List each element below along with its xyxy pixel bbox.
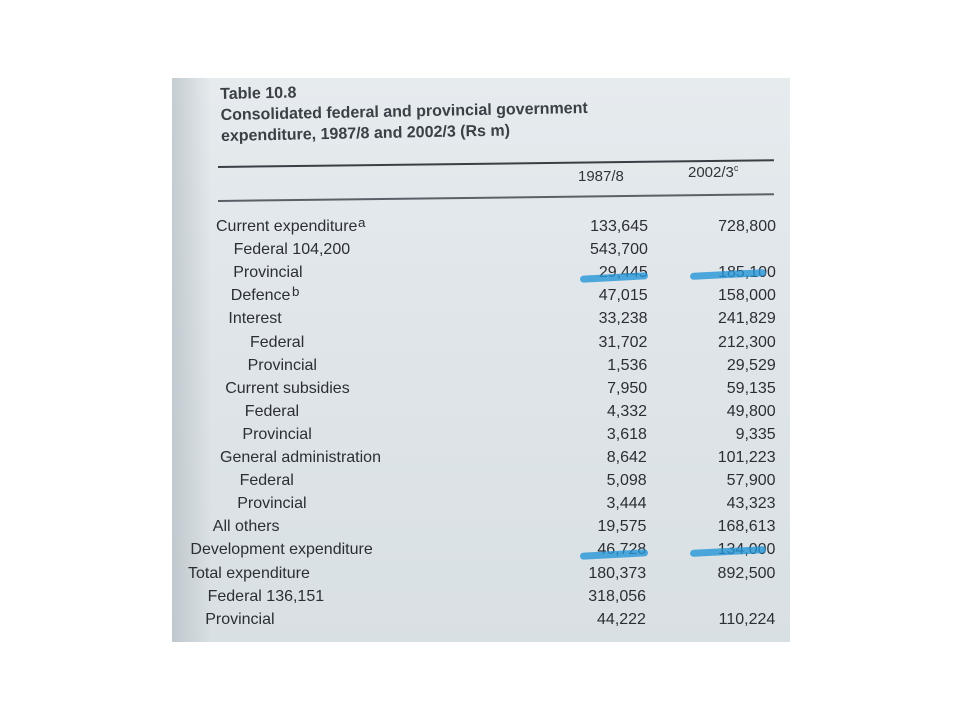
header-rule xyxy=(217,193,774,202)
table-row: Federal 104,200 543,700 xyxy=(172,238,790,261)
row-label: Federal 104,200 xyxy=(233,241,351,259)
value-1987: 8,642 xyxy=(606,449,647,466)
table-row: All others 19,575 168,613 xyxy=(172,515,790,538)
row-label: Current subsidies xyxy=(225,379,350,397)
table-row: Total expenditure 180,373 892,500 xyxy=(172,562,790,585)
row-label: Provincial xyxy=(233,264,303,282)
value-1987: 180,373 xyxy=(588,564,647,582)
value-1987: 133,645 xyxy=(590,218,648,235)
value-2002: 43,323 xyxy=(726,495,776,513)
value-2002: 9,335 xyxy=(735,425,776,443)
value-1987: 3,444 xyxy=(606,495,647,513)
value-2002: 728,800 xyxy=(718,218,776,235)
value-2002: 158,000 xyxy=(718,287,776,305)
row-label: Federal xyxy=(239,472,294,490)
value-2002: 49,800 xyxy=(726,402,776,420)
table-row: Federal 136,151 318,056 xyxy=(172,585,790,608)
table-row: Federal 5,098 57,900 xyxy=(172,469,790,492)
table-row: General administration 8,642 101,223 xyxy=(172,446,790,469)
value-1987: 543,700 xyxy=(590,241,648,259)
value-2002: 212,300 xyxy=(717,333,776,351)
table-row: Provincial 3,618 9,335 xyxy=(172,423,790,446)
row-label: Federal xyxy=(250,333,305,351)
row-label: General administration xyxy=(220,449,381,466)
row-label: Current expenditure xyxy=(216,218,358,235)
table-row: Interest 33,238 241,829 xyxy=(172,307,790,330)
value-1987: 4,332 xyxy=(606,402,648,420)
row-label: Development expenditure xyxy=(190,541,373,559)
row-label: All others xyxy=(212,518,280,536)
value-2002: 29,529 xyxy=(726,356,776,374)
column-header-1987: 1987/8 xyxy=(578,168,624,185)
row-label: Federal xyxy=(244,402,300,420)
value-2002: 57,900 xyxy=(726,472,776,490)
table-row: Provincial 44,222 110,224 xyxy=(172,608,790,631)
table-row: Provincial 1,536 29,529 xyxy=(172,354,790,377)
value-1987: 44,222 xyxy=(597,610,646,628)
page-shadow xyxy=(172,78,212,642)
value-2002: 168,613 xyxy=(717,518,776,536)
row-label: Provincial xyxy=(247,356,317,374)
row-footnote-marker: b xyxy=(292,284,300,300)
row-label: Interest xyxy=(228,310,282,328)
value-1987: 3,618 xyxy=(606,425,647,443)
value-1987: 47,015 xyxy=(598,287,648,305)
value-1987: 5,098 xyxy=(606,472,647,490)
column-header-2002: 2002/3c xyxy=(688,163,739,181)
table-row: Federal 31,702 212,300 xyxy=(172,331,790,354)
row-footnote-marker: a xyxy=(358,215,366,230)
value-1987: 318,056 xyxy=(588,587,647,605)
value-2002: 110,224 xyxy=(718,610,776,628)
table-row: Current expenditure a 133,645 728,800 xyxy=(172,215,790,238)
row-label: Total expenditure xyxy=(188,564,310,582)
row-label: Federal 136,151 xyxy=(207,587,325,605)
value-2002: 101,223 xyxy=(717,449,776,466)
row-label: Defence xyxy=(230,287,291,305)
table-row: Provincial 3,444 43,323 xyxy=(172,492,790,515)
table-row: Current subsidies 7,950 59,135 xyxy=(172,377,790,400)
value-1987: 7,950 xyxy=(607,379,648,397)
value-2002: 892,500 xyxy=(717,564,776,582)
table-caption: Table 10.8 Consolidated federal and prov… xyxy=(220,78,588,147)
row-label: Provincial xyxy=(205,610,275,628)
value-1987: 31,702 xyxy=(598,333,648,351)
table-row: Defence b 47,015 158,000 xyxy=(172,284,790,307)
value-1987: 1,536 xyxy=(607,356,648,374)
table-photo: Table 10.8 Consolidated federal and prov… xyxy=(172,78,790,642)
value-1987: 33,238 xyxy=(598,310,648,328)
row-label: Provincial xyxy=(237,495,307,513)
value-2002: 59,135 xyxy=(726,379,776,397)
value-1987: 19,575 xyxy=(597,518,647,536)
value-2002: 241,829 xyxy=(717,310,776,328)
table-row: Federal 4,332 49,800 xyxy=(172,400,790,423)
row-label: Provincial xyxy=(242,425,312,443)
column-header-note: c xyxy=(733,163,739,173)
